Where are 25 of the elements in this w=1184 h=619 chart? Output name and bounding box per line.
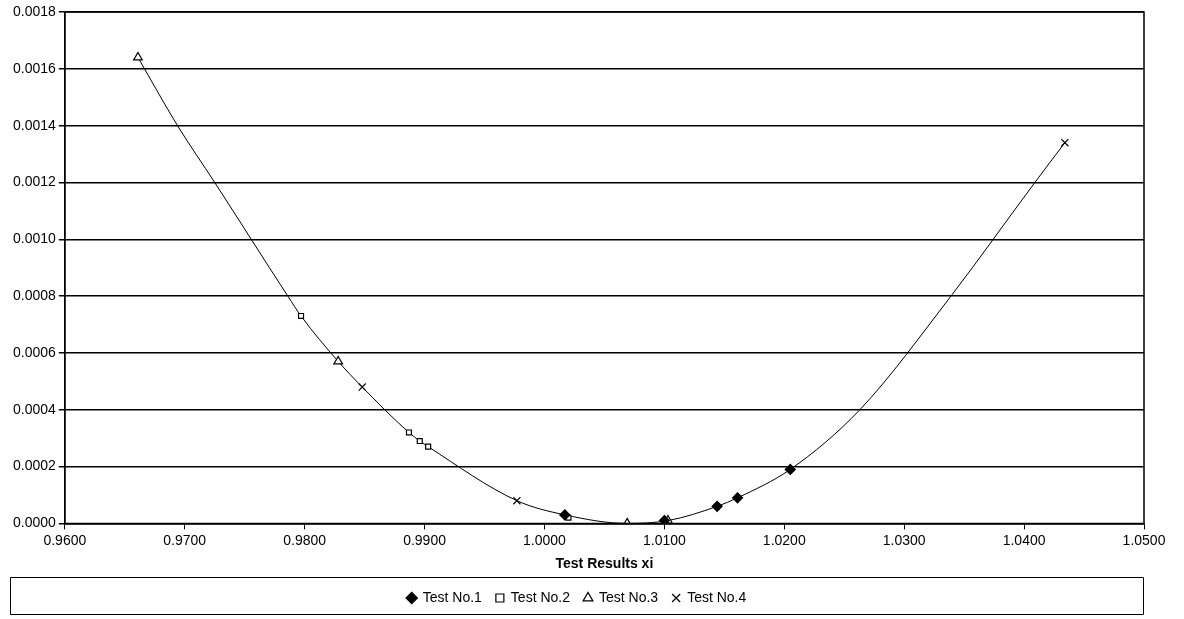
x-tick-label: 0.9600 <box>43 531 87 548</box>
y-tick-label: 0.0002 <box>12 457 57 474</box>
x-tick-label: 1.0000 <box>523 531 567 548</box>
x-tick-label: 1.0300 <box>882 531 926 548</box>
y-tick-label: 0.0018 <box>12 2 57 19</box>
y-tick-label: 0.0008 <box>12 286 57 303</box>
x-tick-label: 1.0100 <box>642 531 686 548</box>
y-tick-label: 0.0000 <box>12 514 57 531</box>
y-tick-label: 0.0010 <box>12 230 57 247</box>
legend-label: Test No.2 <box>510 588 571 605</box>
y-tick-label: 0.0016 <box>12 59 57 76</box>
y-tick-label: 0.0012 <box>12 173 57 190</box>
x-tick-label: 1.0500 <box>1122 531 1166 548</box>
x-tick-label: 0.9700 <box>163 531 207 548</box>
y-tick-label: 0.0004 <box>12 400 57 417</box>
x-axis-title: Test Results xi <box>555 555 654 572</box>
legend-label: Test No.4 <box>687 588 747 605</box>
y-tick-label: 0.0014 <box>12 116 57 133</box>
x-tick-label: 1.0400 <box>1002 531 1046 548</box>
legend-label: Test No.3 <box>599 588 659 605</box>
x-tick-label: 0.9800 <box>283 531 327 548</box>
legend-label: Test No.1 <box>422 588 483 605</box>
y-tick-label: 0.0006 <box>12 343 57 360</box>
x-tick-label: 1.0200 <box>762 531 806 548</box>
x-tick-label: 0.9900 <box>403 531 447 548</box>
